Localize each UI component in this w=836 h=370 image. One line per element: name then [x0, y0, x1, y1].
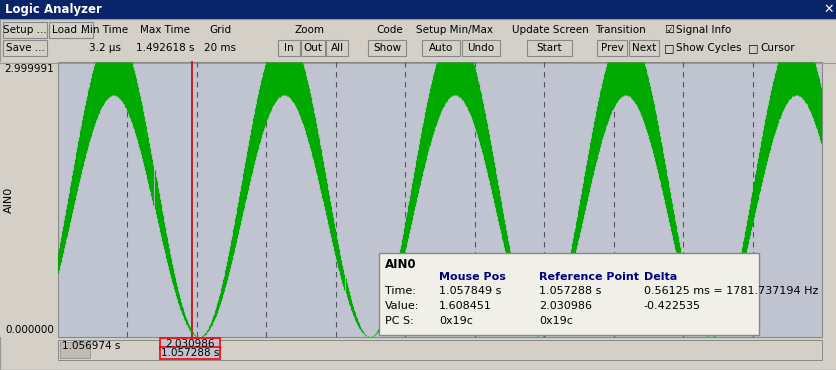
Text: 1.056974 s: 1.056974 s [62, 341, 120, 351]
Text: Cursor: Cursor [759, 43, 793, 53]
Bar [421, 40, 460, 56]
Text: 0.56125 ms = 1781.737194 Hz: 0.56125 ms = 1781.737194 Hz [643, 286, 818, 296]
Text: PC S:: PC S: [385, 316, 413, 326]
Text: Grid: Grid [209, 25, 231, 35]
Text: 3.2 μs: 3.2 μs [89, 43, 121, 53]
Bar [0, 0, 836, 19]
Text: All: All [330, 43, 343, 53]
Text: Logic Analyzer: Logic Analyzer [5, 3, 102, 16]
Text: AIN0: AIN0 [385, 258, 416, 271]
Text: Setup ...: Setup ... [3, 25, 47, 35]
Text: AIN0: AIN0 [4, 186, 14, 213]
Text: 0x19c: 0x19c [538, 316, 572, 326]
Text: 20 ms: 20 ms [204, 43, 236, 53]
Bar [379, 253, 758, 335]
Text: ☑: ☑ [663, 25, 673, 35]
Text: 1.057288 s: 1.057288 s [161, 348, 219, 358]
Bar [461, 40, 499, 56]
Text: Zoom: Zoom [294, 25, 324, 35]
Text: 1.492618 s: 1.492618 s [135, 43, 194, 53]
Bar [60, 342, 90, 358]
Text: 2.030986: 2.030986 [538, 301, 591, 311]
Bar [160, 347, 219, 359]
Bar [628, 40, 658, 56]
Text: Prev: Prev [600, 43, 623, 53]
Text: Max Time: Max Time [140, 25, 190, 35]
Text: Setup Min/Max: Setup Min/Max [416, 25, 493, 35]
Text: Out: Out [303, 43, 322, 53]
Bar [49, 22, 93, 38]
Text: Code: Code [376, 25, 403, 35]
Bar [596, 40, 626, 56]
Text: Next: Next [631, 43, 655, 53]
Text: Show Cycles: Show Cycles [675, 43, 741, 53]
Bar [527, 40, 571, 56]
Text: Transition: Transition [594, 25, 645, 35]
Text: Value:: Value: [385, 301, 419, 311]
Text: Load ...: Load ... [52, 25, 90, 35]
Text: -0.422535: -0.422535 [643, 301, 700, 311]
Bar [278, 40, 299, 56]
Bar [160, 338, 219, 350]
Text: 1.608451: 1.608451 [438, 301, 492, 311]
Bar [325, 40, 348, 56]
Bar [3, 22, 47, 38]
Text: Save ...: Save ... [6, 43, 44, 53]
Bar [3, 40, 47, 56]
Text: Delta: Delta [643, 272, 676, 282]
Text: In: In [284, 43, 293, 53]
Text: □: □ [663, 43, 674, 53]
Bar [0, 62, 58, 337]
Text: 0.000000: 0.000000 [5, 325, 54, 335]
Text: Start: Start [536, 43, 562, 53]
Text: Update Screen: Update Screen [511, 25, 588, 35]
Text: 2.030986: 2.030986 [165, 339, 214, 349]
Text: Show: Show [373, 43, 400, 53]
Bar [58, 62, 821, 337]
Text: □: □ [747, 43, 757, 53]
Bar [301, 40, 324, 56]
Text: Undo: Undo [466, 43, 494, 53]
Text: Time:: Time: [385, 286, 415, 296]
Text: 2.999991: 2.999991 [4, 64, 54, 74]
Text: 1.057849 s: 1.057849 s [438, 286, 501, 296]
Text: 0x19c: 0x19c [438, 316, 472, 326]
Bar [58, 340, 821, 360]
Text: Auto: Auto [428, 43, 452, 53]
Text: ✕: ✕ [823, 3, 833, 16]
Text: 1.057288 s: 1.057288 s [538, 286, 600, 296]
Text: Min Time: Min Time [81, 25, 129, 35]
Text: Reference Point: Reference Point [538, 272, 638, 282]
Bar [368, 40, 405, 56]
Text: Signal Info: Signal Info [675, 25, 731, 35]
Text: Mouse Pos: Mouse Pos [438, 272, 505, 282]
